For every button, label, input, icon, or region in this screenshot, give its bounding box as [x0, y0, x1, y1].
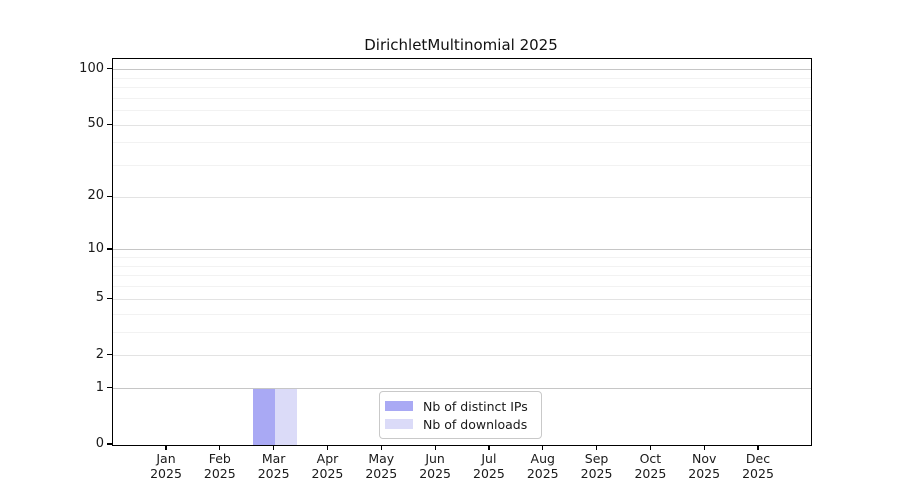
y-tick	[107, 387, 112, 389]
x-tick-label: Nov 2025	[688, 451, 721, 481]
x-tick-label: Aug 2025	[526, 451, 559, 481]
gridline-major	[113, 196, 811, 198]
y-tick	[107, 297, 112, 299]
y-tick-label: 20	[87, 188, 104, 204]
bar-nb-of-downloads	[274, 388, 297, 445]
gridline-minor	[113, 331, 811, 333]
x-tick-label: Jan 2025	[150, 451, 182, 481]
gridline-minor	[113, 286, 811, 288]
x-tick-label: Dec 2025	[742, 451, 774, 481]
x-tick-label: May 2025	[365, 451, 398, 481]
gridline-major	[113, 124, 811, 126]
y-tick-label: 100	[79, 60, 104, 76]
y-tick	[107, 123, 112, 125]
x-tick	[273, 445, 275, 450]
gridline-major	[113, 69, 811, 71]
gridline-major	[113, 249, 811, 251]
chart-title: DirichletMultinomial 2025	[364, 36, 558, 54]
x-tick	[595, 445, 598, 450]
y-tick-label: 1	[95, 379, 104, 395]
gridline-minor	[113, 257, 811, 259]
x-tick-label: Jul 2025	[473, 451, 505, 481]
plot-area	[112, 58, 812, 446]
x-tick	[488, 445, 490, 450]
gridline-minor	[113, 97, 811, 99]
gridline-minor	[113, 313, 811, 315]
gridline-minor	[113, 275, 811, 277]
x-tick	[434, 445, 436, 450]
x-tick	[326, 445, 329, 450]
legend-item: Nb of downloads	[385, 415, 538, 433]
gridline-minor	[113, 165, 811, 167]
y-tick	[107, 195, 112, 197]
x-tick-label: Jun 2025	[419, 451, 451, 481]
x-tick	[757, 445, 759, 450]
y-tick	[107, 443, 112, 445]
legend-swatch	[385, 419, 413, 429]
x-tick	[649, 445, 651, 450]
legend-swatch	[385, 401, 413, 411]
y-tick-label: 0	[95, 436, 104, 451]
y-tick-label: 50	[87, 116, 104, 132]
legend-label: Nb of downloads	[423, 416, 528, 432]
gridline-major	[113, 355, 811, 357]
gridline-minor	[113, 142, 811, 144]
x-tick	[165, 445, 167, 450]
x-tick	[703, 445, 705, 450]
x-tick-label: Apr 2025	[311, 451, 344, 481]
legend-item: Nb of distinct IPs	[385, 397, 538, 415]
y-tick-label: 2	[95, 346, 104, 362]
x-tick-label: Mar 2025	[257, 451, 290, 481]
x-tick	[380, 445, 382, 450]
legend: Nb of distinct IPs Nb of downloads	[379, 391, 542, 439]
x-tick-label: Sep 2025	[580, 451, 613, 481]
x-tick	[542, 445, 544, 450]
gridline-major	[113, 298, 811, 300]
gridline-minor	[113, 110, 811, 112]
legend-label: Nb of distinct IPs	[423, 398, 528, 414]
gridline-minor	[113, 77, 811, 79]
y-tick	[107, 354, 112, 356]
y-tick	[107, 67, 112, 70]
y-tick	[107, 248, 112, 250]
x-tick-label: Oct 2025	[634, 451, 667, 481]
gridline-minor	[113, 87, 811, 88]
y-tick-label: 5	[95, 290, 104, 306]
gridline-minor	[113, 265, 811, 267]
gridline-major	[113, 388, 811, 390]
y-tick-label: 10	[87, 240, 104, 256]
bar-nb-of-distinct-ips	[252, 388, 275, 445]
x-tick-label: Feb 2025	[203, 451, 236, 481]
x-tick	[219, 445, 221, 450]
